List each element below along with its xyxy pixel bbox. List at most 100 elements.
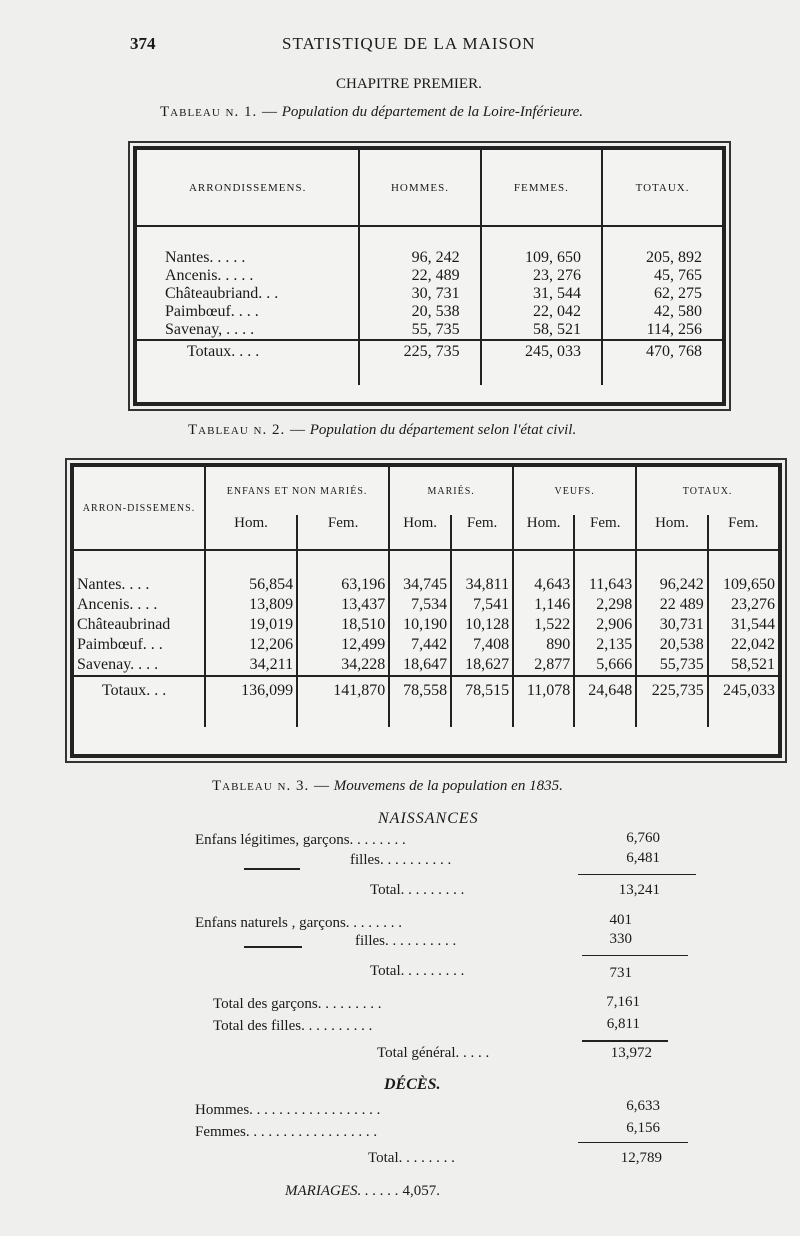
cell: 225, 735 [359, 339, 482, 385]
cell: 109,650 [723, 576, 775, 593]
legit-filles-value: 6,481 [626, 850, 660, 866]
total-filles-label: Total des filles. . . . . . . . . . [213, 1018, 373, 1034]
nat-total-label: Total. . . . . . . . . [370, 963, 465, 979]
row-name: Totaux. . . [74, 675, 206, 727]
nat-garcons-label: Enfans naturels , garçons. . . . . . . . [195, 915, 403, 931]
sub-header: Fem. [297, 515, 391, 551]
cell: 22 489 [636, 595, 709, 615]
deces-total-label: Total. . . . . . . . [368, 1150, 455, 1166]
cell: 96, 242 [359, 226, 482, 267]
cell: 58, 521 [480, 321, 604, 340]
deces-total-value: 12,789 [620, 1150, 662, 1166]
header-row: ARRONDISSEMENS. HOMMES. FEMMES. TOTAUX. [137, 150, 722, 227]
deces-femmes-value: 6,156 [626, 1120, 660, 1136]
row-name: Savenay. . . . [74, 655, 206, 676]
legit-total-value: 13,241 [618, 882, 660, 898]
caption-title: Mouvemens de la population en 1835. [333, 778, 563, 794]
tableau1-caption: Tableau n. 1. — Population du départemen… [160, 104, 583, 121]
cell: 7,442 [389, 635, 453, 655]
group-header: VEUFS. [513, 467, 638, 515]
naissances-heading: NAISSANCES [378, 810, 479, 827]
row-name: Paimbœuf. . . [74, 635, 206, 655]
cell: 34,811 [451, 550, 515, 595]
cell: 7,408 [451, 635, 515, 655]
row-name: Ancenis. . . . . [137, 267, 361, 285]
table-row: Nantes. . . . . 96, 242 109, 650 205, 892 [137, 226, 722, 267]
row-name: Châteaubrinad [74, 615, 206, 635]
deces-heading: DÉCÈS. [384, 1076, 441, 1093]
cell: 136,099 [205, 675, 299, 727]
cell: 7,534 [389, 595, 453, 615]
sub-header: Hom. [205, 515, 299, 551]
cell: 141,870 [297, 675, 391, 727]
sub-header-row: Hom. Fem. Hom. Fem. Hom. Fem. Hom. Fem. [74, 515, 778, 551]
cell: 470, 768 [602, 339, 722, 385]
mariages: MARIAGES. . . . . . 4,057. [285, 1183, 440, 1200]
cell: 22,042 [731, 636, 775, 653]
divider [582, 1040, 668, 1042]
cell: 2,906 [574, 615, 638, 635]
cell: 63,196 [297, 550, 391, 595]
legit-garcons-label: Enfans légitimes, garçons. . . . . . . . [195, 832, 406, 848]
group-header: ENFANS ET NON MARIÉS. [205, 467, 391, 515]
nat-total-value: 731 [609, 965, 633, 981]
table-row: Paimbœuf. . . . 20, 538 22, 042 42, 580 [137, 303, 722, 321]
row-name: Savenay, . . . . [137, 321, 361, 340]
sub-header: Fem. [451, 515, 515, 551]
total-filles-value: 6,811 [606, 1016, 640, 1032]
deces-hommes-label: Hommes. . . . . . . . . . . . . . . . . … [195, 1102, 381, 1118]
row-name: Nantes. . . . . [137, 226, 361, 267]
divider [582, 955, 688, 956]
cell: 18,510 [297, 615, 391, 635]
column-header: TOTAUX. [602, 150, 722, 227]
legit-total-label: Total. . . . . . . . . [370, 882, 465, 898]
table-row: Nantes. . . . 56,854 63,196 34,745 34,811 4,6… [74, 550, 778, 595]
cell: 12,499 [297, 635, 391, 655]
cell: 245,033 [707, 675, 778, 727]
legit-garcons-value: 6,760 [626, 830, 660, 846]
cell: 245, 033 [480, 339, 604, 385]
mariages-label: MARIAGES. . . . . . [285, 1183, 399, 1199]
total-row: Totaux. . . . 225, 735 245, 033 470, 768 [137, 339, 722, 385]
cell: 22, 042 [480, 303, 604, 321]
group-header: TOTAUX. [682, 485, 733, 497]
cell: 20, 538 [359, 303, 482, 321]
divider [578, 1142, 688, 1143]
nat-garcons-value: 401 [609, 912, 633, 928]
total-row: Totaux. . . 136,099 141,870 78,558 78,515 11,… [74, 675, 778, 727]
group-header-row: ARRON-DISSEMENS. ENFANS ET NON MARIÉS. M… [74, 467, 778, 551]
cell: 1,522 [513, 615, 576, 635]
cell: 4,643 [513, 550, 576, 595]
nat-filles-value: 330 [609, 931, 633, 947]
table-row: Ancenis. . . . . 22, 489 23, 276 45, 765 [137, 267, 722, 285]
cell: 23, 276 [480, 267, 604, 285]
nat-filles-label: filles. . . . . . . . . . [355, 933, 457, 949]
sub-header: Hom. [636, 515, 709, 551]
cell: 34,211 [205, 655, 299, 676]
cell: 42, 580 [654, 303, 702, 320]
cell: 55,735 [636, 655, 709, 676]
cell: 20,538 [636, 635, 709, 655]
total-general-value: 13,972 [610, 1045, 652, 1061]
cell: 62, 275 [654, 285, 702, 302]
page-number: 374 [130, 34, 156, 53]
caption-title: Population du département selon l'état c… [309, 422, 577, 438]
cell: 34,228 [297, 655, 391, 676]
cell: 22, 489 [359, 267, 482, 285]
cell: 11,643 [574, 550, 638, 595]
caption-label: Tableau n. 2. — [188, 422, 306, 438]
cell: 1,146 [513, 595, 576, 615]
cell: 18,627 [451, 655, 515, 676]
row-name: Ancenis. . . . [74, 595, 206, 615]
cell: 23,276 [731, 596, 775, 613]
total-general-label: Total général. . . . . [377, 1045, 490, 1061]
cell: 45, 765 [654, 267, 702, 284]
column-header: HOMMES. [359, 150, 482, 227]
mariages-value: 4,057. [402, 1183, 440, 1199]
cell: 30, 731 [359, 285, 482, 303]
sub-header: Hom. [513, 515, 576, 551]
cell: 34,745 [389, 550, 453, 595]
table-row: Ancenis. . . . 13,809 13,437 7,534 7,541 1,14… [74, 595, 778, 615]
cell: 30,731 [636, 615, 709, 635]
column-header: FEMMES. [480, 150, 604, 227]
